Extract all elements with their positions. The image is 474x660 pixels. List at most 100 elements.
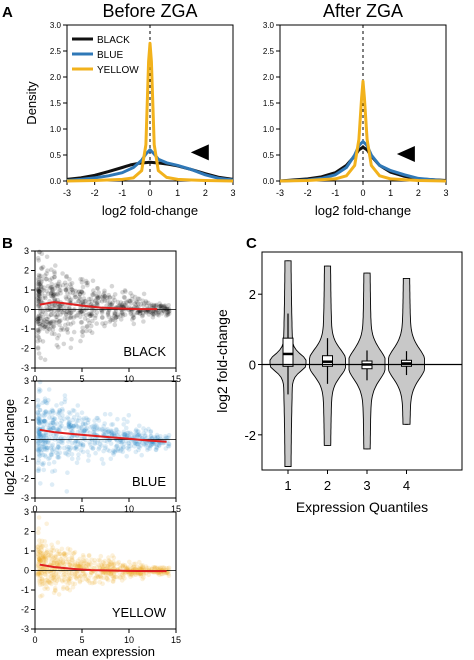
scatter-point [59, 553, 65, 558]
scatter-point [77, 578, 83, 584]
scatter-point [50, 294, 55, 299]
scatter-point [46, 461, 52, 467]
scatter-point [65, 286, 70, 292]
scatter-point [98, 573, 103, 579]
scatter-point [51, 575, 57, 580]
scatter-point [39, 570, 45, 576]
scatter-point [118, 300, 124, 305]
scatter-point [120, 565, 126, 570]
scatter-point [39, 538, 45, 544]
scatter-point [122, 432, 127, 438]
scatter-point [152, 565, 158, 570]
scatter-point [158, 571, 164, 577]
scatter-point [64, 586, 70, 591]
scatter-point [141, 431, 146, 436]
scatter-point [67, 547, 73, 552]
scatter-point [46, 314, 51, 320]
x-tick-label: 5 [79, 635, 84, 645]
scatter-point [62, 577, 67, 583]
scatter-point [122, 575, 127, 581]
scatter-point [36, 565, 42, 571]
scatter-point [119, 310, 124, 315]
scatter-point [59, 561, 64, 567]
scatter-point [54, 561, 59, 566]
scatter-point [112, 431, 117, 437]
scatter-point [41, 285, 47, 291]
scatter-point [84, 426, 89, 431]
y-tick-label: -1 [21, 585, 29, 595]
scatter-point [36, 387, 42, 392]
scatter-point [35, 436, 41, 442]
scatter-point [71, 564, 77, 569]
scatter-point [47, 415, 52, 420]
scatter-point [106, 292, 112, 298]
scatter-point [133, 572, 139, 577]
scatter-point [39, 555, 44, 561]
scatter-point [83, 328, 89, 334]
scatter-point [136, 432, 142, 437]
scatter-point [36, 277, 41, 283]
scatter-point [43, 551, 48, 556]
scatter-point [104, 576, 109, 581]
scatter-point [106, 429, 111, 435]
scatter-point [157, 565, 163, 571]
scatter-point [86, 417, 91, 423]
scatter-point [126, 572, 132, 577]
scatter-point [51, 574, 57, 580]
scatter-point [132, 444, 137, 449]
scatter-point [94, 294, 100, 300]
scatter-point [37, 557, 42, 563]
scatter-point [44, 548, 50, 553]
scatter-point [60, 558, 66, 563]
scatter-point [68, 423, 74, 428]
scatter-point [135, 441, 141, 447]
y-tick-label: 2 [249, 287, 256, 302]
y-tick-label: 0 [24, 566, 29, 576]
scatter-point [69, 425, 75, 430]
scatter-point [47, 320, 53, 326]
scatter-point [38, 558, 43, 564]
scatter-point [35, 416, 41, 421]
x-tick-label: 0 [360, 188, 365, 198]
scatter-point [85, 280, 90, 286]
scatter-point [99, 310, 105, 316]
scatter-point [50, 290, 55, 295]
scatter-point [55, 454, 61, 460]
x-tick-label: 3 [230, 188, 235, 198]
scatter-point [73, 563, 78, 569]
scatter-point [48, 319, 53, 325]
scatter-point [35, 319, 41, 325]
scatter-point [140, 563, 145, 568]
scatter-point [39, 287, 45, 292]
scatter-point [49, 415, 55, 420]
scatter-point [128, 309, 134, 315]
scatter-point [105, 576, 110, 581]
scatter-point [37, 553, 42, 559]
scatter-point [67, 420, 73, 426]
scatter-point [54, 450, 59, 456]
scatter-point [102, 421, 107, 426]
scatter-point [78, 309, 84, 314]
scatter-point [149, 302, 154, 308]
scatter-point [48, 431, 53, 437]
scatter-point [67, 562, 72, 568]
scatter-point [81, 563, 87, 569]
scatter-point [122, 431, 128, 437]
scatter-point [37, 549, 43, 555]
scatter-point [82, 428, 87, 434]
scatter-point [57, 410, 62, 416]
scatter-point [115, 561, 120, 566]
scatter-point [102, 295, 107, 300]
scatter-point [42, 324, 47, 330]
scatter-point [57, 322, 62, 328]
scatter-point [166, 306, 172, 312]
scatter-point [112, 311, 118, 316]
scatter-point [50, 449, 55, 455]
scatter-point [55, 451, 61, 457]
scatter-point [65, 546, 71, 551]
y-tick-label: 2.5 [50, 47, 62, 56]
scatter-point [108, 441, 114, 446]
scatter-point [102, 290, 107, 296]
scatter-point [35, 404, 41, 410]
scatter-point [69, 568, 75, 574]
